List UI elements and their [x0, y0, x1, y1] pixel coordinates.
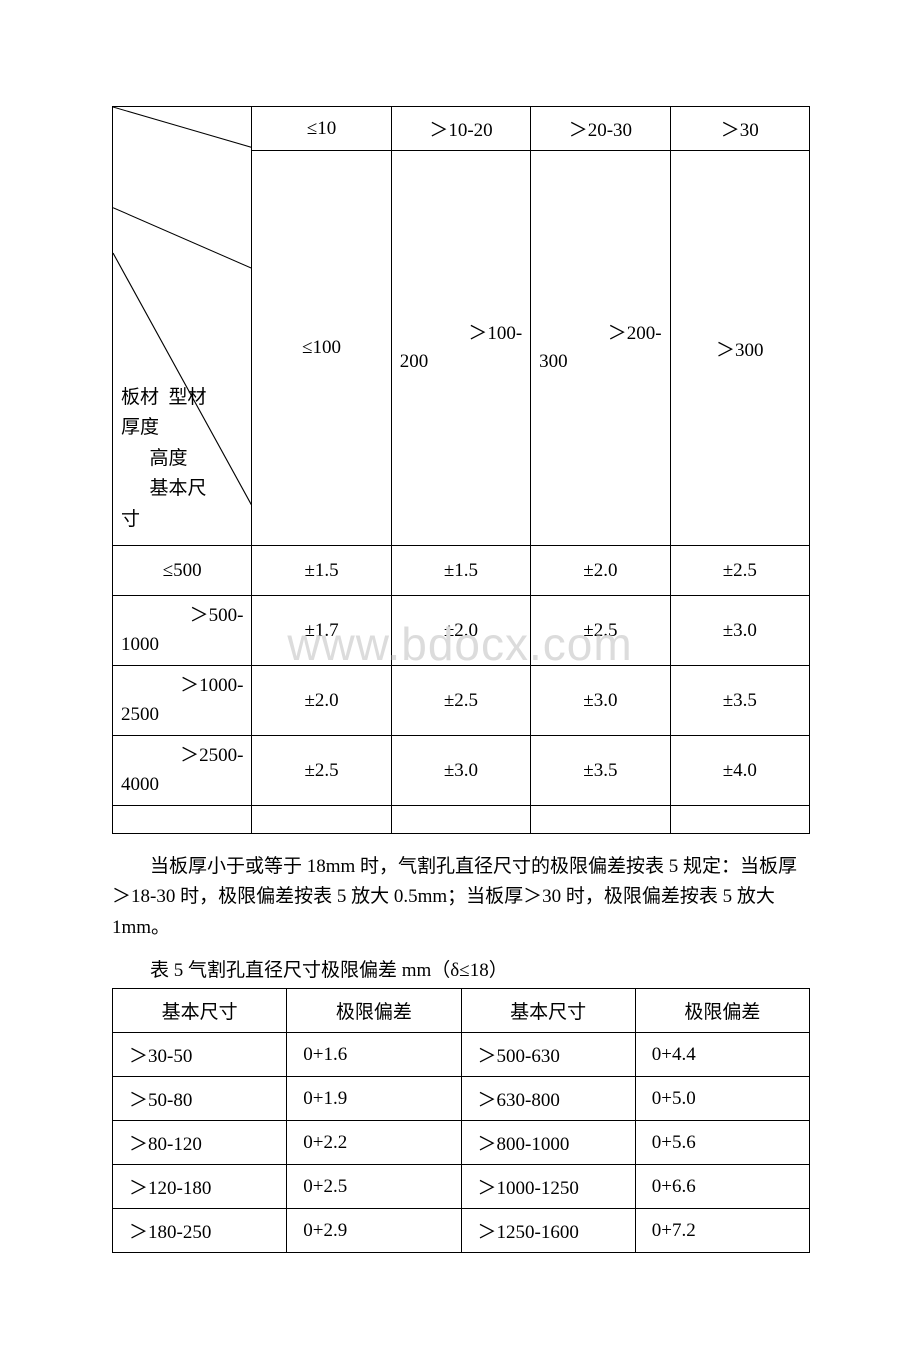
- table1-cell: ±1.5: [391, 546, 530, 596]
- table2-cell: 0+2.5: [287, 1165, 461, 1209]
- table1-cell: ±3.0: [531, 666, 670, 736]
- table2-cell: ＞1250-1600: [461, 1209, 635, 1253]
- table1-cell: ±2.0: [391, 596, 530, 666]
- table1-cell: ±2.5: [391, 666, 530, 736]
- table2-cell: 0+1.9: [287, 1077, 461, 1121]
- table1-header-bot: ＞300: [670, 151, 809, 546]
- table2-cell: 0+5.0: [635, 1077, 809, 1121]
- cell-top: ＞200-: [539, 320, 661, 349]
- corner-header-cell: 板材 型材 厚度 高度 基本尺 寸: [113, 107, 252, 546]
- table2-cell: ＞80-120: [113, 1121, 287, 1165]
- cell-bot: 200: [400, 348, 522, 377]
- table1-header-top: ＞20-30: [531, 107, 670, 151]
- table2-cell: 0+4.4: [635, 1033, 809, 1077]
- table1-cell: ±3.5: [670, 666, 809, 736]
- table2-cell: ＞630-800: [461, 1077, 635, 1121]
- corner-label-3: 高度: [121, 444, 207, 474]
- table2-cell: 0+5.6: [635, 1121, 809, 1165]
- table1-header-top: ≤10: [252, 107, 391, 151]
- table1-empty-cell: [113, 806, 252, 834]
- table1-cell: ±2.0: [531, 546, 670, 596]
- table2-header: 基本尺寸: [113, 989, 287, 1033]
- corner-label-1: 板材 型材: [121, 383, 207, 413]
- table1-empty-cell: [670, 806, 809, 834]
- table1-cell: ±1.5: [252, 546, 391, 596]
- table2-cell: ＞500-630: [461, 1033, 635, 1077]
- table1-cell: ±3.0: [391, 736, 530, 806]
- table2-cell: ＞800-1000: [461, 1121, 635, 1165]
- table1-row-label: ＞500- 1000: [113, 596, 252, 666]
- cell-bot: 300: [539, 348, 661, 377]
- table1-header-bot: ＞200- 300: [531, 151, 670, 546]
- table1-cell: ±3.0: [670, 596, 809, 666]
- table2-cell: ＞50-80: [113, 1077, 287, 1121]
- table2-header: 极限偏差: [635, 989, 809, 1033]
- table1-row-label: ＞1000- 2500: [113, 666, 252, 736]
- table1-empty-cell: [531, 806, 670, 834]
- table1-cell: ±3.5: [531, 736, 670, 806]
- table1-header-bot: ≤100: [252, 151, 391, 546]
- corner-label-4: 基本尺: [121, 474, 207, 504]
- table2-cell: 0+1.6: [287, 1033, 461, 1077]
- table1-header-bot: ＞100- 200: [391, 151, 530, 546]
- tolerance-paragraph: 当板厚小于或等于 18mm 时，气割孔直径尺寸的极限偏差按表 5 规定：当板厚＞…: [112, 852, 810, 943]
- table1-cell: ±2.5: [252, 736, 391, 806]
- table1-cell: ±1.7: [252, 596, 391, 666]
- table1-header-top: ＞10-20: [391, 107, 530, 151]
- table2-cell: ＞30-50: [113, 1033, 287, 1077]
- tolerance-table-2: 基本尺寸 极限偏差 基本尺寸 极限偏差 ＞30-50 0+1.6 ＞500-63…: [112, 988, 810, 1253]
- table1-cell: ±2.0: [252, 666, 391, 736]
- table2-caption: 表 5 气割孔直径尺寸极限偏差 mm（δ≤18）: [112, 955, 810, 982]
- cell-top: ＞2500-: [121, 742, 243, 771]
- cell-bot: 4000: [121, 771, 243, 800]
- corner-label-5: 寸: [121, 505, 207, 535]
- table2-header: 极限偏差: [287, 989, 461, 1033]
- cell-top: ＞100-: [400, 320, 522, 349]
- table2-cell: 0+2.9: [287, 1209, 461, 1253]
- table1-cell: ±2.5: [531, 596, 670, 666]
- cell-top: ＞500-: [121, 602, 243, 631]
- table2-cell: ＞1000-1250: [461, 1165, 635, 1209]
- tolerance-table-1: 板材 型材 厚度 高度 基本尺 寸 ≤10 ＞10-20 ＞20-30 ＞30 …: [112, 106, 810, 834]
- cell-bot: 1000: [121, 631, 243, 660]
- table1-row-label: ＞2500- 4000: [113, 736, 252, 806]
- table1-header-top: ＞30: [670, 107, 809, 151]
- table1-empty-cell: [391, 806, 530, 834]
- table2-cell: ＞120-180: [113, 1165, 287, 1209]
- table2-cell: 0+6.6: [635, 1165, 809, 1209]
- table1-cell: ±4.0: [670, 736, 809, 806]
- table1-row-label: ≤500: [113, 546, 252, 596]
- table2-cell: 0+7.2: [635, 1209, 809, 1253]
- table1-cell: ±2.5: [670, 546, 809, 596]
- corner-label-2: 厚度: [121, 413, 207, 443]
- table2-cell: ＞180-250: [113, 1209, 287, 1253]
- cell-top: ＞1000-: [121, 672, 243, 701]
- table2-header: 基本尺寸: [461, 989, 635, 1033]
- table2-cell: 0+2.2: [287, 1121, 461, 1165]
- table1-empty-cell: [252, 806, 391, 834]
- page-container: 板材 型材 厚度 高度 基本尺 寸 ≤10 ＞10-20 ＞20-30 ＞30 …: [0, 0, 920, 1353]
- cell-bot: 2500: [121, 701, 243, 730]
